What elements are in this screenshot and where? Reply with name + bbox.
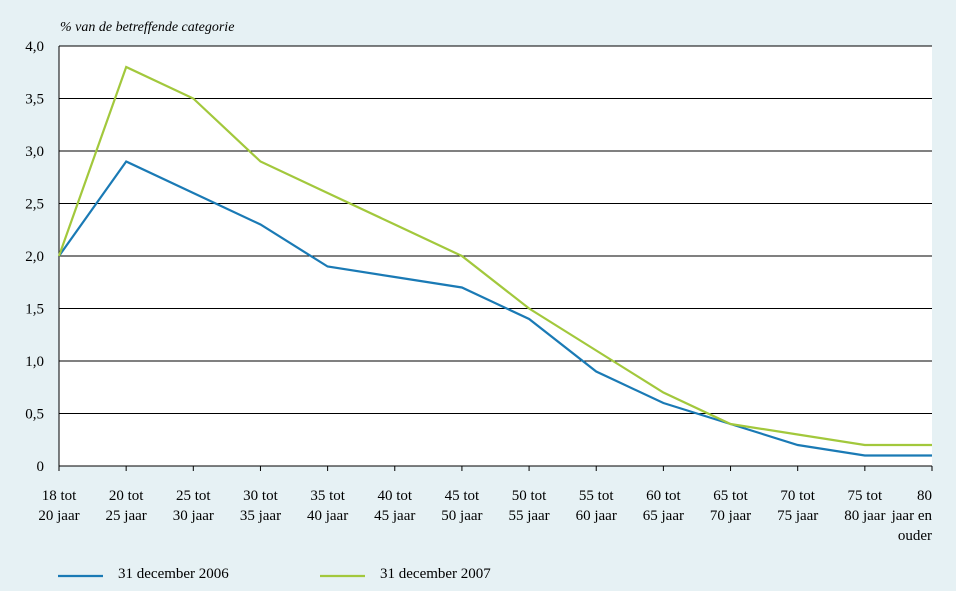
- y-tick-label: 4,0: [25, 39, 44, 55]
- x-axis: 18 tot 20 jaar 20 tot 25 jaar 25 tot 30 jaar 3…: [38, 46, 933, 544]
- y-tick-label: 1,0: [25, 354, 44, 370]
- y-tick-label: 2,5: [25, 197, 44, 213]
- x-tick-label: 75 tot 80 jaar: [844, 488, 885, 524]
- x-tick-label: 40 tot 45 jaar: [374, 488, 415, 524]
- y-tick-label: 2,0: [25, 249, 44, 265]
- x-tick-label: 50 tot 55 jaar: [508, 488, 549, 524]
- x-tick-label: 55 tot 60 jaar: [576, 488, 617, 524]
- y-tick-label: 0: [37, 459, 45, 475]
- legend-label: 31 december 2007: [380, 566, 491, 582]
- x-tick-label: 35 tot 40 jaar: [307, 488, 348, 524]
- y-axis-label: % van de betreffende categorie: [60, 20, 234, 35]
- x-tick-label: 65 tot 70 jaar: [710, 488, 751, 524]
- legend-item: 31 december 2007: [320, 566, 491, 582]
- gridlines: [59, 45, 932, 414]
- y-tick-label: 1,5: [25, 302, 44, 318]
- x-tick-label: 20 tot 25 jaar: [106, 488, 147, 524]
- legend-label: 31 december 2006: [118, 566, 229, 582]
- series-line-2: [57, 65, 932, 447]
- x-tick-label: 60 tot 65 jaar: [643, 488, 684, 524]
- series-line-1: [58, 160, 932, 457]
- y-tick-label: 0,5: [25, 407, 44, 423]
- legend-item: 31 december 2006: [58, 566, 229, 582]
- x-tick-label: 45 tot 50 jaar: [441, 488, 482, 524]
- x-tick-label: 18 tot 20 jaar: [38, 488, 79, 524]
- x-tick-label: 70 tot 75 jaar: [777, 488, 818, 524]
- legend: 31 december 2006 31 december 2007: [58, 566, 491, 582]
- x-tick-label: 25 tot 30 jaar: [173, 488, 214, 524]
- y-axis-ticks: 0 0,5 1,0 1,5 2,0 2,5 3,0 3,5 4,0: [25, 39, 44, 475]
- x-tick-label: 80 jaar en ouder: [891, 488, 933, 544]
- series-lines: [57, 65, 932, 457]
- y-tick-label: 3,0: [25, 144, 44, 160]
- y-tick-label: 3,5: [25, 92, 44, 108]
- x-tick-label: 30 tot 35 jaar: [240, 488, 281, 524]
